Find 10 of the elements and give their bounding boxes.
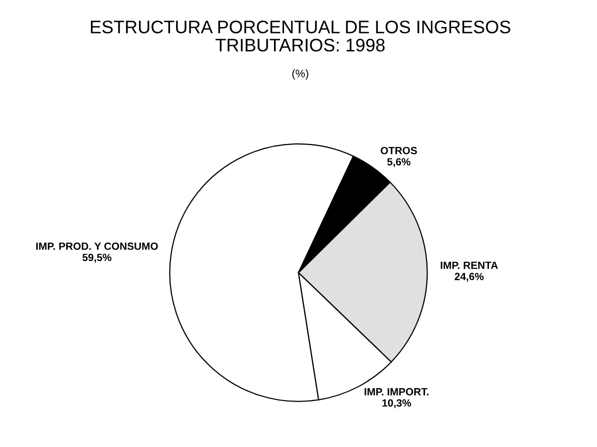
data-label: 5,6% — [387, 158, 410, 167]
slice-label: IMP. RENTA — [440, 262, 498, 269]
data-label: 59,5% — [82, 254, 112, 263]
slice-label: IMP. PROD. Y CONSUMO — [36, 242, 158, 250]
data-label: 24,6% — [454, 272, 484, 282]
slice-label: IMP. IMPORT. — [364, 388, 428, 396]
slice-label: OTROS — [380, 146, 417, 154]
chart-title: ESTRUCTURA PORCENTUAL DE LOS INGRESOS TRIBUTARIOS: 1998 — [90, 20, 510, 52]
data-label: 10,3% — [382, 399, 412, 408]
chart-subtitle: (%) — [292, 69, 308, 80]
